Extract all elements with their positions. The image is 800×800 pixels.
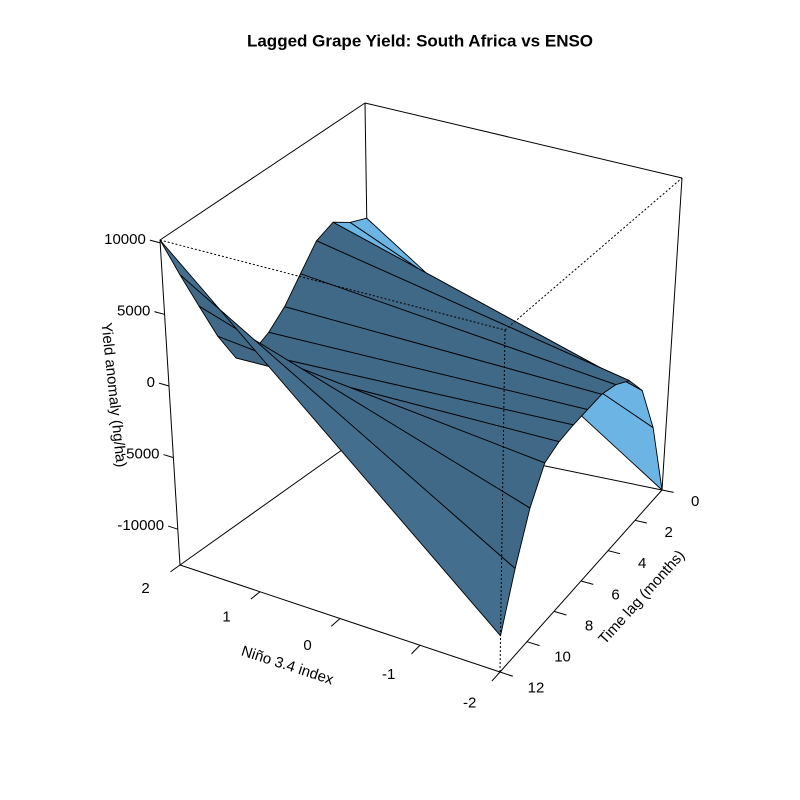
y-tick: [580, 580, 594, 585]
y-tick-label: 6: [611, 586, 619, 603]
x-tick-label: -1: [382, 666, 395, 683]
box-edge: [159, 102, 366, 241]
box-edge-hidden: [504, 177, 683, 331]
z-tick: [167, 525, 178, 530]
y-tick-label: 0: [691, 493, 699, 510]
y-tick: [634, 519, 647, 524]
box-edge: [179, 429, 371, 566]
x-tick: [170, 564, 181, 573]
y-tick-label: 12: [528, 680, 545, 697]
z-tick-label: -5000: [121, 446, 159, 463]
z-tick: [154, 311, 165, 315]
z-tick-label: 5000: [117, 303, 150, 320]
y-tick-label: 8: [585, 617, 593, 634]
x-tick: [330, 618, 341, 627]
y-tick: [526, 641, 540, 647]
z-tick: [163, 454, 174, 459]
box-edge: [364, 102, 683, 179]
z-tick: [149, 239, 161, 244]
y-tick: [661, 489, 674, 493]
box-edge: [159, 239, 181, 566]
x-tick: [250, 591, 261, 600]
y-tick: [499, 671, 513, 677]
x-tick-label: 0: [303, 637, 311, 654]
box-edge-hidden: [159, 239, 506, 331]
x-tick-label: 1: [222, 609, 230, 626]
y-tick-label: 4: [638, 555, 646, 572]
x-tick: [491, 671, 501, 682]
z-tick: [158, 382, 170, 387]
z-tick-label: 0: [147, 374, 155, 391]
x-tick-label: 2: [141, 580, 149, 597]
y-tick: [607, 550, 621, 555]
chart-title: Lagged Grape Yield: South Africa vs ENSO: [247, 31, 593, 50]
box-edge-hidden: [499, 329, 506, 673]
x-tick-label: -2: [463, 694, 476, 711]
y-tick: [553, 610, 567, 616]
z-tick-label: 10000: [104, 231, 146, 248]
y-tick-label: 10: [554, 649, 571, 666]
x-tick: [411, 644, 421, 655]
z-tick-label: -10000: [117, 517, 164, 534]
box-edge: [661, 177, 683, 491]
y-tick-label: 2: [664, 524, 672, 541]
